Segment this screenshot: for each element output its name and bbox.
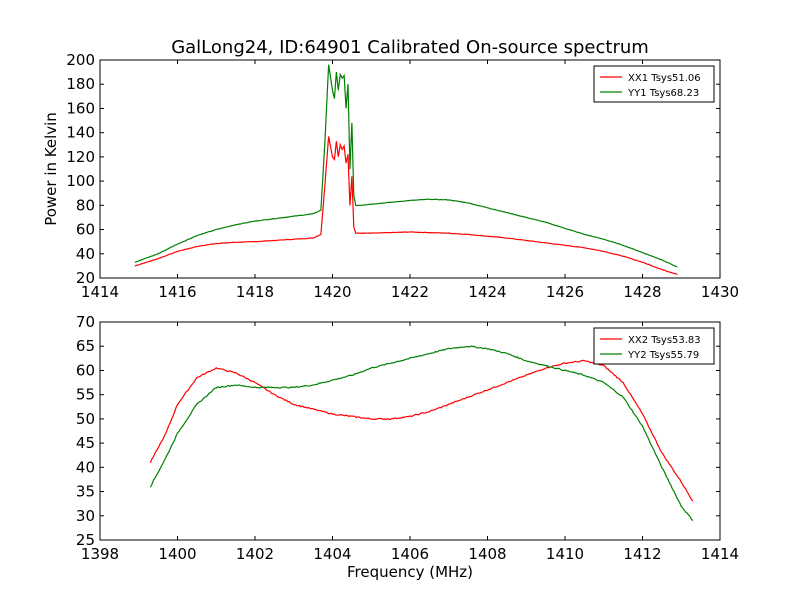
charts-layer: 1414 1416 1418 1420 1422 1424 1426 1428 1430 20 40… bbox=[42, 51, 739, 581]
x-tick-label: 1424 bbox=[468, 283, 506, 301]
x-tick-label: 1408 bbox=[468, 545, 506, 563]
legend-box bbox=[593, 65, 715, 103]
figure-title: GalLong24, ID:64901 Calibrated On-source… bbox=[171, 37, 649, 58]
y-tick-label: 40 bbox=[76, 458, 95, 476]
x-tick-label: 1402 bbox=[236, 545, 274, 563]
y-tick-label: 55 bbox=[76, 386, 95, 404]
y-tick-label: 65 bbox=[76, 337, 95, 355]
x-tick-label: 1426 bbox=[546, 283, 584, 301]
y-tick-label: 50 bbox=[76, 410, 95, 428]
y-tick-label: 140 bbox=[66, 124, 95, 142]
series-line-2 bbox=[149, 345, 694, 522]
legend: XX1 Tsys51.06 YY1 Tsys68.23 bbox=[593, 65, 715, 103]
y-tick-label: 70 bbox=[76, 313, 95, 331]
series-line-1 bbox=[149, 359, 694, 502]
x-tick-label: 1420 bbox=[313, 283, 351, 301]
x-tick-label: 1414 bbox=[701, 545, 739, 563]
y-axis-label: Power in Kelvin bbox=[42, 112, 60, 226]
x-tick-label: 1422 bbox=[391, 283, 429, 301]
x-tick-label: 1418 bbox=[236, 283, 274, 301]
y-tick-label: 120 bbox=[66, 148, 95, 166]
x-tick-label: 1404 bbox=[313, 545, 351, 563]
chart-panel-1: 1414 1416 1418 1420 1422 1424 1426 1428 1430 20 40… bbox=[42, 51, 739, 301]
y-tick-label: 100 bbox=[66, 172, 95, 190]
y-tick-label: 40 bbox=[76, 245, 95, 263]
y-tick-label: 20 bbox=[76, 269, 95, 287]
series-line-1 bbox=[134, 136, 678, 275]
y-tick-label: 25 bbox=[76, 531, 95, 549]
legend-entry-2: YY2 Tsys55.79 bbox=[627, 350, 699, 361]
y-tick-label: 200 bbox=[66, 51, 95, 69]
y-tick-label: 45 bbox=[76, 434, 95, 452]
x-tick-label: 1428 bbox=[623, 283, 661, 301]
series-line-2 bbox=[134, 64, 678, 268]
x-tick-label: 1430 bbox=[701, 283, 739, 301]
y-tick-label: 60 bbox=[76, 221, 95, 239]
x-tick-label: 1410 bbox=[546, 545, 584, 563]
x-tick-label: 1414 bbox=[81, 283, 119, 301]
y-tick-label: 35 bbox=[76, 483, 95, 501]
legend: XX2 Tsys53.83 YY2 Tsys55.79 bbox=[593, 327, 715, 365]
y-tick-label: 30 bbox=[76, 507, 95, 525]
x-tick-label: 1412 bbox=[623, 545, 661, 563]
y-tick-label: 180 bbox=[66, 75, 95, 93]
y-tick-label: 160 bbox=[66, 99, 95, 117]
x-axis-label: Frequency (MHz) bbox=[347, 563, 473, 581]
y-tick-label: 80 bbox=[76, 196, 95, 214]
legend-entry-1: XX1 Tsys51.06 bbox=[628, 73, 701, 84]
x-tick-label: 1400 bbox=[158, 545, 196, 563]
x-tick-label: 1416 bbox=[158, 283, 196, 301]
x-tick-label: 1406 bbox=[391, 545, 429, 563]
y-tick-label: 60 bbox=[76, 361, 95, 379]
legend-entry-1: XX2 Tsys53.83 bbox=[628, 335, 701, 346]
legend-box bbox=[593, 327, 715, 365]
chart-panel-2: 1398 1400 1402 1404 1406 1408 1410 1412 1414 25 30… bbox=[76, 313, 739, 581]
legend-entry-2: YY1 Tsys68.23 bbox=[627, 88, 699, 99]
x-tick-label: 1398 bbox=[81, 545, 119, 563]
